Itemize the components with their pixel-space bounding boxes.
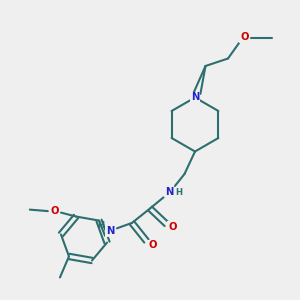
Text: N: N <box>106 226 115 236</box>
Text: H: H <box>176 188 183 197</box>
Text: N: N <box>191 92 199 103</box>
Text: O: O <box>50 206 58 216</box>
Text: N: N <box>165 187 174 197</box>
Text: O: O <box>148 240 157 250</box>
Text: O: O <box>168 222 177 232</box>
Text: O: O <box>240 32 249 43</box>
Text: H: H <box>97 221 104 230</box>
Text: N: N <box>191 92 199 103</box>
